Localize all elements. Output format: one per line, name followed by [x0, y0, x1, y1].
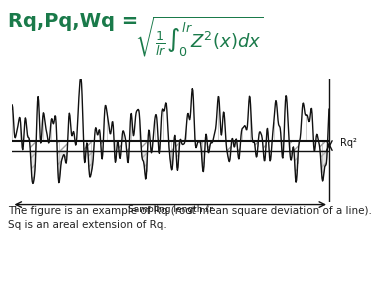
Text: Rq²: Rq²: [340, 138, 357, 148]
Text: Rq,Pq,Wq =: Rq,Pq,Wq =: [8, 12, 145, 31]
Text: The figure is an example of Rq (root mean square deviation of a line).
Sq is an : The figure is an example of Rq (root mea…: [8, 206, 372, 230]
Text: $\sqrt{\frac{1}{\mathit{lr}}\int_0^{lr} Z^2(x)dx}$: $\sqrt{\frac{1}{\mathit{lr}}\int_0^{lr} …: [135, 14, 264, 59]
Text: Sampling length ℓr: Sampling length ℓr: [128, 205, 213, 214]
